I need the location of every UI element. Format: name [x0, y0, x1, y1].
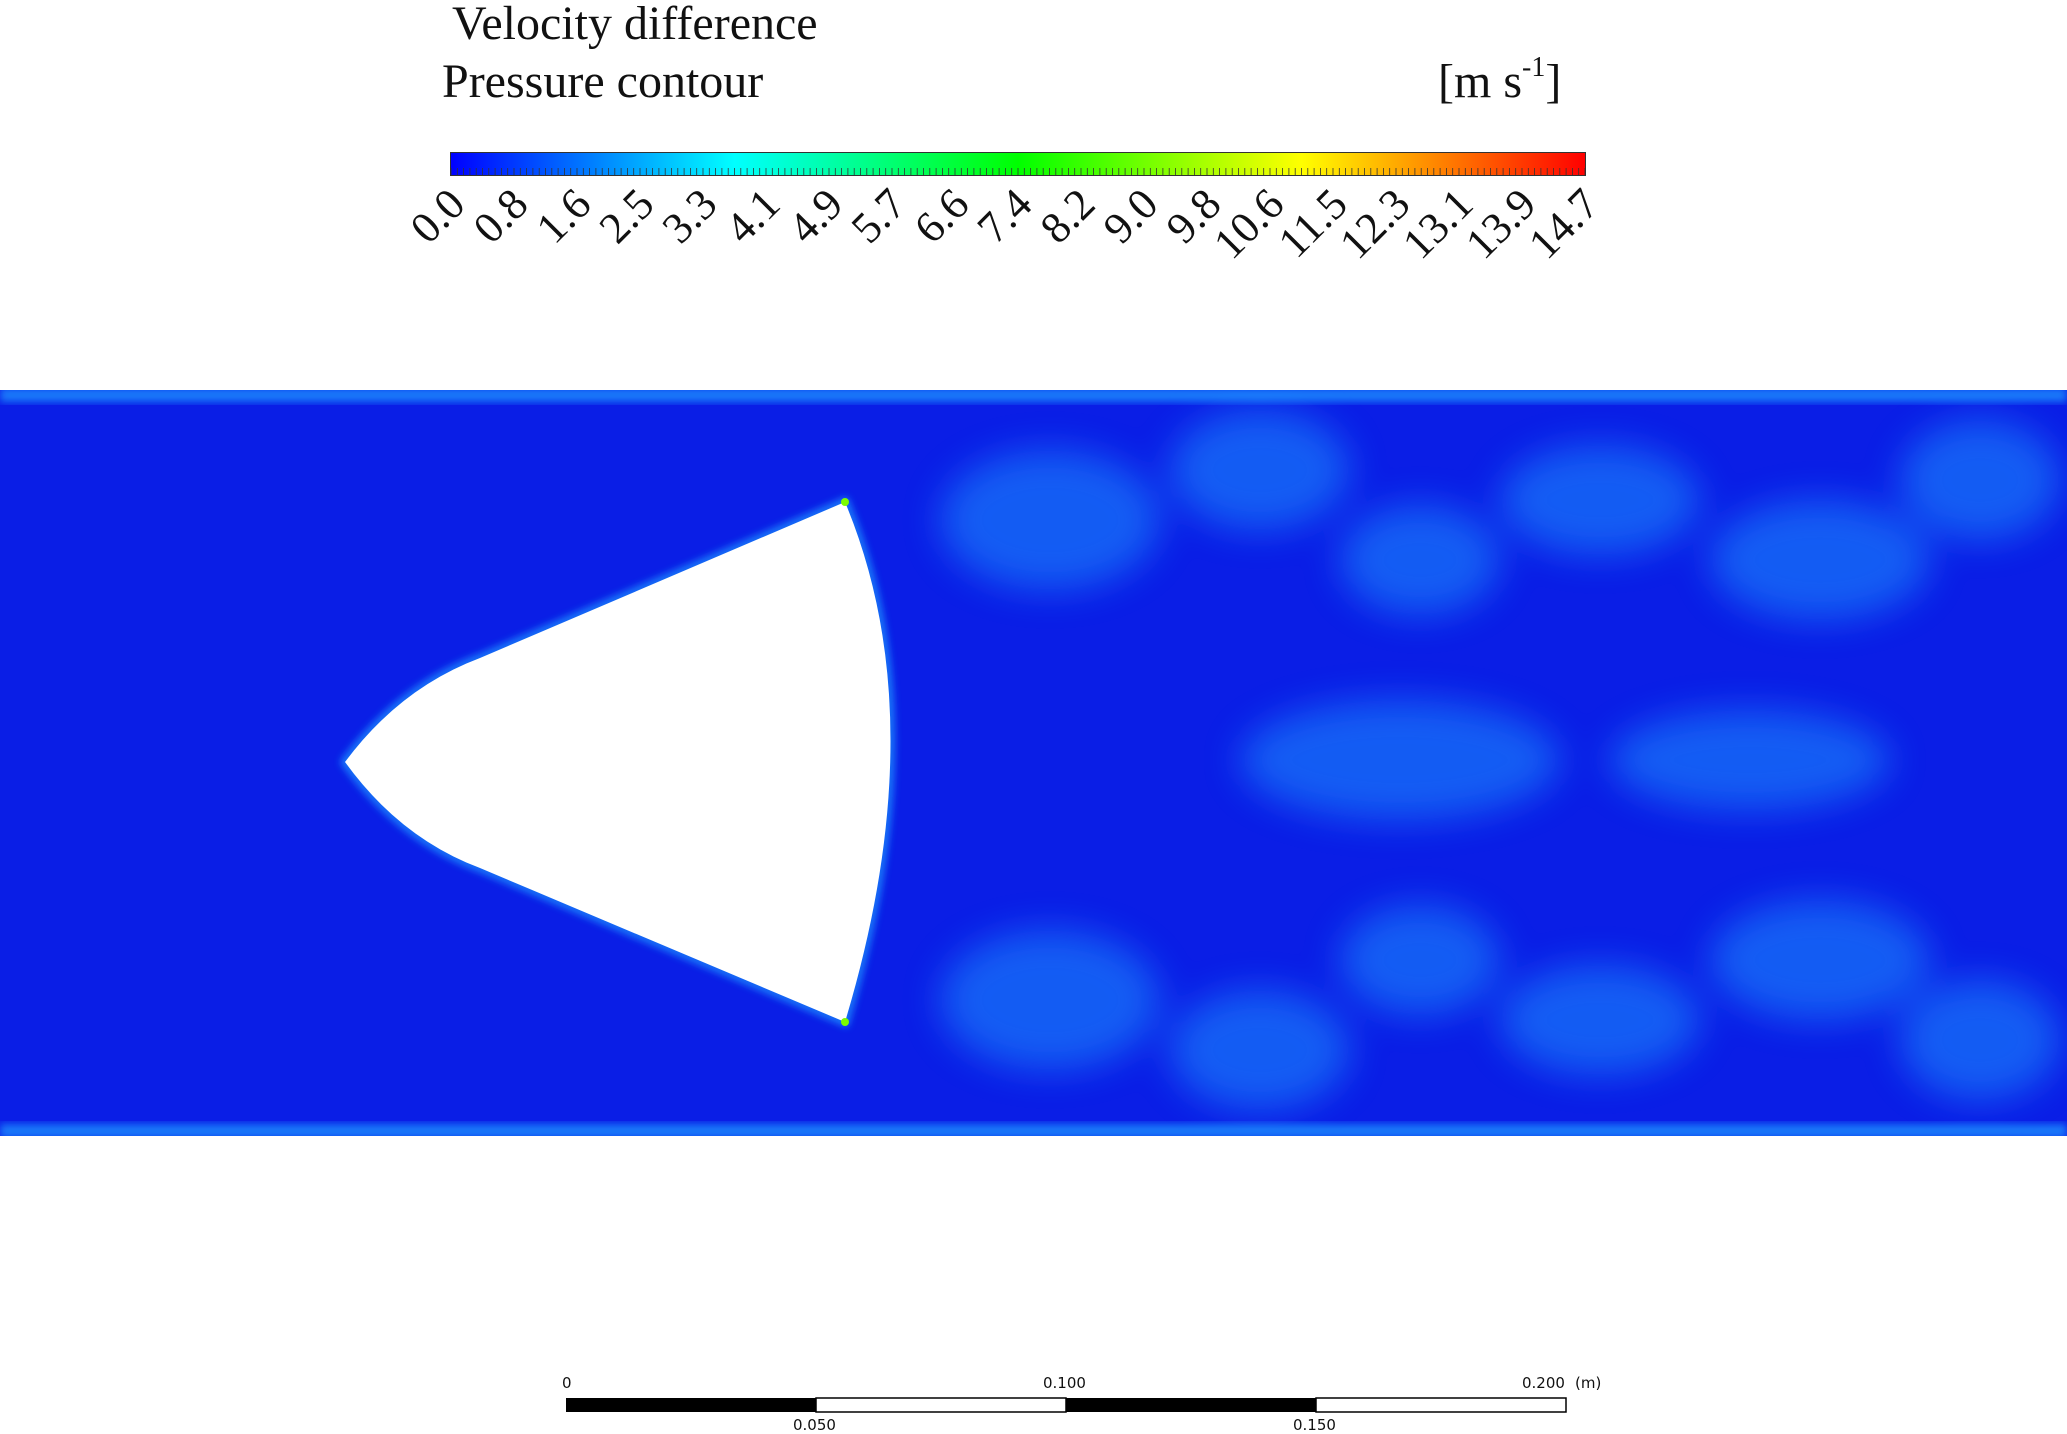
wake-region [940, 410, 2060, 1110]
scale-label-unit: (m) [1575, 1374, 1602, 1392]
scale-label-0-050: 0.050 [793, 1416, 836, 1434]
velocity-field [0, 390, 2067, 1136]
scale-bar-segment-2 [815, 1397, 1067, 1413]
separation-point-bottom [841, 1018, 849, 1026]
legend-title-contour: Pressure contour [442, 55, 764, 108]
bottom-wall-layer [0, 1124, 2067, 1136]
obstacle-body [345, 502, 891, 1022]
scale-bar [566, 1397, 1567, 1413]
legend-title-variable: Velocity difference [452, 0, 818, 50]
scale-bar-segment-4 [1315, 1397, 1567, 1413]
scale-label-0: 0 [562, 1374, 572, 1392]
color-bar-minor-ticks [450, 168, 1586, 176]
scale-label-0-150: 0.150 [1293, 1416, 1336, 1434]
legend-unit: [m s-1] [1438, 52, 1562, 108]
scale-bar-segment-1 [566, 1398, 816, 1412]
scale-label-0-200: 0.200 [1522, 1374, 1565, 1392]
scale-label-0-100: 0.100 [1043, 1374, 1086, 1392]
scale-bar-segment-3 [1066, 1398, 1316, 1412]
top-wall-layer [0, 390, 2067, 402]
separation-point-top [841, 498, 849, 506]
